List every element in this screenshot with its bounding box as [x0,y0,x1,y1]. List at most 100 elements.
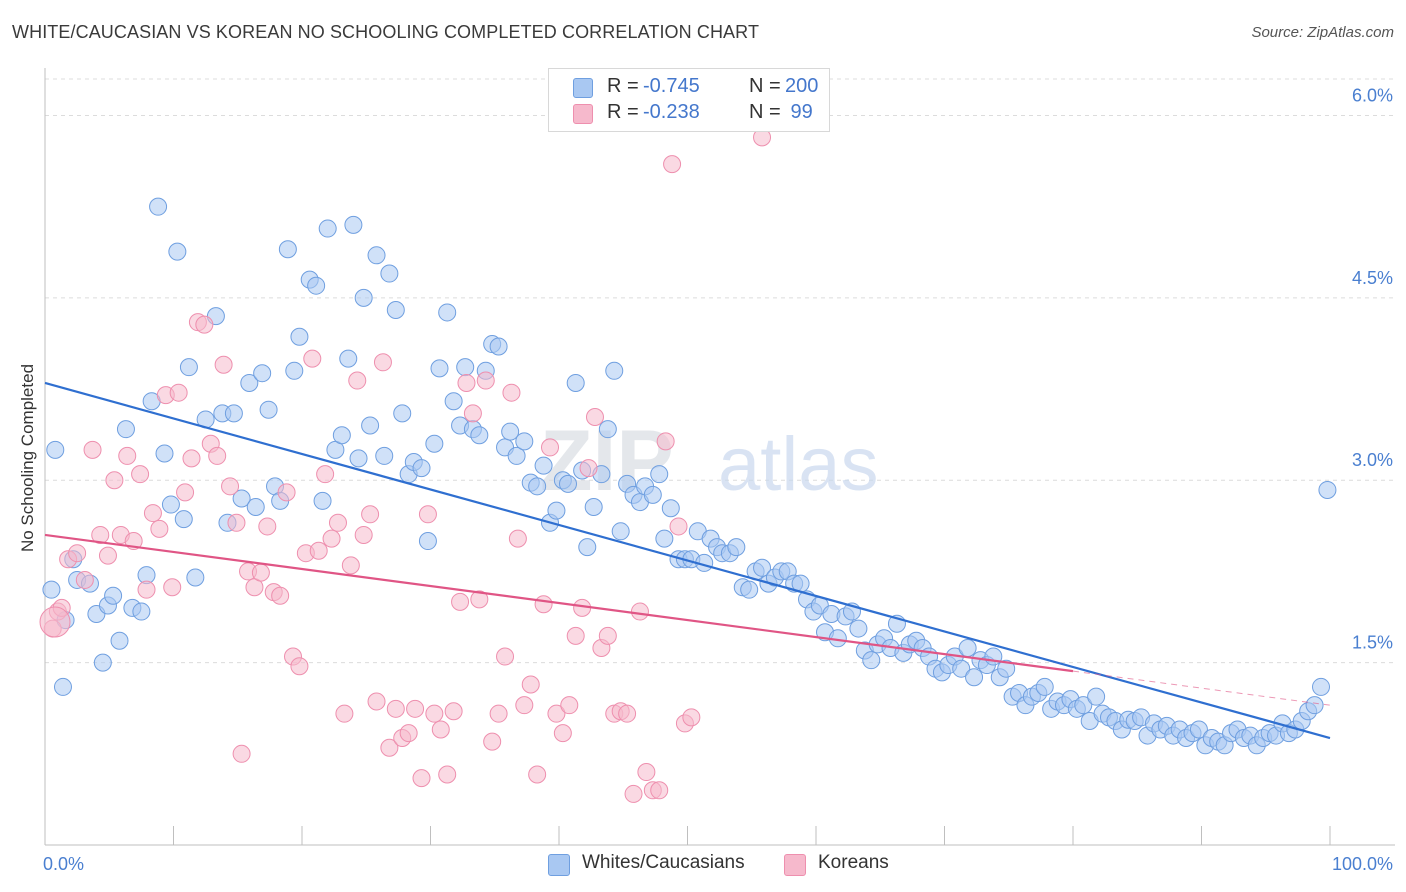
point-koreans [483,732,502,751]
point-whites [110,631,129,650]
point-whites [952,659,971,678]
legend-n-label: N = [749,101,781,123]
point-koreans [143,504,162,523]
bottom-legend-label-whites: Whites/Caucasians [582,852,745,873]
point-koreans [251,563,270,582]
point-koreans [431,720,450,739]
point-koreans [669,517,688,536]
point-whites [501,422,520,441]
point-whites [259,400,278,419]
point-whites [1189,720,1208,739]
point-whites [116,420,135,439]
point-koreans [373,353,392,372]
point-whites [643,485,662,504]
point-koreans [618,704,637,723]
point-koreans [91,525,110,544]
point-whites [740,580,759,599]
bottom-legend-label-koreans: Koreans [818,852,889,873]
point-koreans [137,580,156,599]
point-koreans [150,519,169,538]
point-whites [456,358,475,377]
point-koreans [361,505,380,524]
point-whites [584,497,603,516]
point-whites [246,497,265,516]
legend-swatch-koreans [573,104,593,124]
legend-r-label: R = [607,75,639,97]
point-whites [332,426,351,445]
point-whites [515,432,534,451]
point-koreans [406,699,425,718]
point-whites [232,489,251,508]
point-whites [727,538,746,557]
point-whites [598,420,617,439]
x-tick-label-max: 100.0% [1332,854,1393,874]
series-koreans [43,128,772,803]
y-tick-label: 3.0% [1352,450,1393,470]
point-koreans [663,155,682,174]
series-whites [42,197,1337,755]
point-whites [412,459,431,478]
point-koreans [451,592,470,611]
point-koreans [118,446,137,465]
point-koreans [566,626,585,645]
point-koreans [476,371,495,390]
point-koreans [489,704,508,723]
point-whites [605,361,624,380]
legend-r-value: -0.238 [643,101,700,123]
point-whites [318,219,337,238]
legend-r-value: -0.745 [643,75,700,97]
point-whites [386,301,405,320]
point-whites [1035,677,1054,696]
point-koreans [380,738,399,757]
point-koreans-large [39,606,71,638]
point-koreans [624,784,643,803]
point-whites [344,215,363,234]
point-whites [438,303,457,322]
point-koreans [348,371,367,390]
point-whites [958,639,977,658]
legend-n-label: N = [749,75,781,97]
point-whites [578,538,597,557]
point-koreans [650,781,669,800]
point-koreans [214,355,233,374]
point-koreans [367,692,386,711]
point-koreans [195,315,214,334]
point-whites [224,404,243,423]
point-koreans [656,432,675,451]
point-whites [179,358,198,377]
point-koreans [463,404,482,423]
point-whites [161,495,180,514]
point-whites [997,659,1016,678]
point-koreans [163,578,182,597]
point-whites [46,440,65,459]
point-koreans [630,602,649,621]
point-koreans [68,544,87,563]
axis-layer [44,68,1395,846]
y-tick-label: 6.0% [1352,85,1393,105]
y-tick-label: 1.5% [1352,633,1393,653]
point-whites [290,327,309,346]
point-whites [489,337,508,356]
point-whites [155,444,174,463]
point-whites [1312,677,1331,696]
point-koreans [258,517,277,536]
point-whites [186,568,205,587]
point-koreans [271,586,290,605]
point-whites [240,373,259,392]
point-whites [753,558,772,577]
point-whites [984,647,1003,666]
tick-labels: 1.5% 3.0% 4.5% 6.0% 0.0% 100.0% [43,85,1393,874]
point-koreans [457,373,476,392]
point-koreans [682,708,701,727]
point-koreans [444,702,463,721]
point-koreans [496,647,515,666]
point-whites [285,361,304,380]
legend-n-value: 99 [785,101,813,123]
legend-n-value: 200 [785,75,819,97]
legend-r-label: R = [607,101,639,123]
point-koreans [425,704,444,723]
point-whites [168,242,187,261]
point-koreans [227,513,246,532]
point-whites [1087,687,1106,706]
